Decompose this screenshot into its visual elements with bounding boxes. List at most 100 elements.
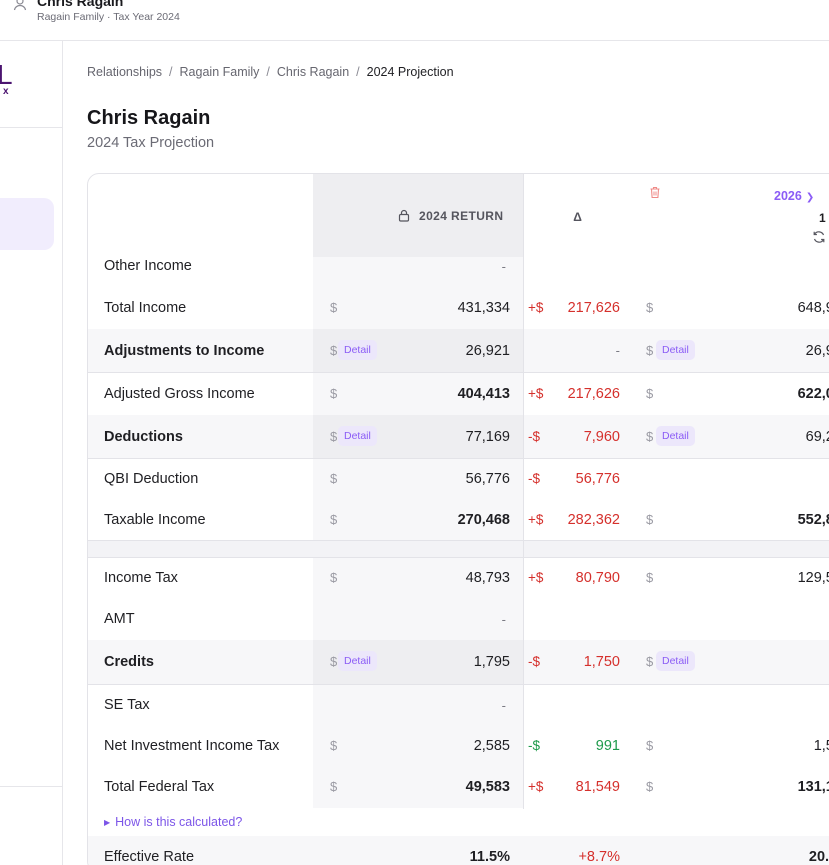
return-value: 431,334 xyxy=(457,300,510,316)
client-name: Chris Ragain xyxy=(37,0,124,9)
row-label: Income Tax xyxy=(104,570,178,586)
delta-value: +8.7% xyxy=(578,849,620,865)
table-row: SE Tax - - xyxy=(88,685,829,726)
chevron-down-icon: ❯ xyxy=(805,192,815,203)
currency-sign: $ xyxy=(646,738,654,753)
brand-logo[interactable]: L x xyxy=(0,59,13,101)
currency-sign: $ xyxy=(646,386,654,401)
breadcrumb: Relationships / Ragain Family / Chris Ragain… xyxy=(87,65,454,79)
table-row: Adjustments to Income $ Detail 26,921 - $ D… xyxy=(88,329,829,373)
breadcrumb-separator: / xyxy=(169,65,173,79)
trash-icon[interactable] xyxy=(649,186,661,199)
delta-value: 7,960 xyxy=(583,429,620,445)
table-row: Total Income $431,334 +$ 217,626 $648,960 xyxy=(88,286,829,329)
breadcrumb-client[interactable]: Chris Ragain xyxy=(276,65,350,79)
row-label: Deductions xyxy=(104,429,183,445)
caret-right-icon: ▶ xyxy=(104,818,111,827)
detail-button[interactable]: Detail xyxy=(656,426,695,446)
row-label: Total Federal Tax xyxy=(104,779,215,795)
client-subtitle: Ragain Family · Tax Year 2024 xyxy=(37,11,180,23)
row-label: Credits xyxy=(104,654,154,670)
projection-value: 129,583 xyxy=(797,570,829,586)
delta-value: 282,362 xyxy=(567,512,620,528)
delta-sign: -$ xyxy=(528,471,541,486)
detail-button[interactable]: Detail xyxy=(338,651,377,671)
detail-button[interactable]: Detail xyxy=(656,651,695,671)
breadcrumb-separator: / xyxy=(266,65,270,79)
column-divider xyxy=(523,174,524,809)
projection-table: 2024 RETURN Δ 2026❯ 1 Other Income - - T… xyxy=(87,173,829,865)
currency-sign: $ xyxy=(646,512,654,527)
breadcrumb-family[interactable]: Ragain Family xyxy=(179,65,260,79)
row-label: Other Income xyxy=(104,258,192,274)
delta-value: 217,626 xyxy=(567,386,620,402)
currency-sign: $ xyxy=(646,779,654,794)
how-calculated-link[interactable]: ▶ How is this calculated? xyxy=(104,815,242,829)
year-select[interactable]: 2026 ❯ xyxy=(774,189,814,203)
delta-sign: +$ xyxy=(528,386,544,401)
table-row: AMT - - xyxy=(88,599,829,640)
delta-value: 1,750 xyxy=(583,654,620,670)
row-label: SE Tax xyxy=(104,697,150,713)
breadcrumb-relationships[interactable]: Relationships xyxy=(87,65,163,79)
currency-sign: $ xyxy=(330,779,338,794)
currency-sign: $ xyxy=(646,654,654,669)
top-bar: Chris Ragain Ragain Family · Tax Year 20… xyxy=(0,0,829,41)
sidebar-divider xyxy=(0,786,62,787)
row-label: Total Income xyxy=(104,300,187,316)
delta-sign: +$ xyxy=(528,300,544,315)
delta-value: 217,626 xyxy=(567,300,620,316)
return-value: 2,585 xyxy=(473,738,510,754)
breadcrumb-current: 2024 Projection xyxy=(366,65,454,79)
table-row: Net Investment Income Tax $2,585 -$ 991 $… xyxy=(88,726,829,767)
currency-sign: $ xyxy=(330,300,338,315)
return-value: 49,583 xyxy=(465,779,510,795)
logo-sub: x xyxy=(3,86,9,97)
delta-sign: +$ xyxy=(528,512,544,527)
sidebar-item-active[interactable] xyxy=(0,198,54,250)
logo-letter: L xyxy=(0,59,13,90)
return-value: 270,468 xyxy=(457,512,510,528)
delta-sign: -$ xyxy=(528,738,541,753)
sidebar: L x xyxy=(0,41,63,865)
delta-sign: +$ xyxy=(528,779,544,794)
detail-button[interactable]: Detail xyxy=(338,426,377,446)
projection-value: 26,921 xyxy=(805,343,829,359)
return-value: 1,795 xyxy=(473,654,510,670)
projection-value: 20.2% xyxy=(808,849,829,865)
return-value: 77,169 xyxy=(465,429,510,445)
currency-sign: $ xyxy=(330,654,338,669)
table-row: Effective Rate 11.5% +8.7% 20.2% xyxy=(88,836,829,865)
row-label: AMT xyxy=(104,611,135,627)
delta-value: 991 xyxy=(595,738,620,754)
detail-button[interactable]: Detail xyxy=(656,340,695,360)
currency-sign: $ xyxy=(330,570,338,585)
return-value: - xyxy=(501,698,506,713)
lock-icon xyxy=(398,209,410,222)
currency-sign: $ xyxy=(646,343,654,358)
return-value: - xyxy=(501,259,506,274)
row-label: Adjustments to Income xyxy=(104,343,265,359)
delta-column-header: Δ xyxy=(573,210,582,224)
table-row: Taxable Income $270,468 +$ 282,362 $552,8… xyxy=(88,500,829,541)
projection-header-label: 1 xyxy=(819,211,826,225)
table-header: 2024 RETURN Δ 2026 ❯ 1 xyxy=(88,174,829,257)
table-row: QBI Deduction $56,776 -$56,776 - xyxy=(88,459,829,500)
table-row: Adjusted Gross Income $404,413 +$ 217,626… xyxy=(88,373,829,415)
currency-sign: $ xyxy=(646,429,654,444)
currency-sign: $ xyxy=(330,386,338,401)
detail-button[interactable]: Detail xyxy=(338,340,377,360)
delta-value: - xyxy=(615,343,620,358)
projection-value: 552,830 xyxy=(797,512,829,528)
breadcrumb-separator: / xyxy=(356,65,360,79)
currency-sign: $ xyxy=(646,570,654,585)
row-label: Effective Rate xyxy=(104,849,195,865)
currency-sign: $ xyxy=(330,471,338,486)
section-divider xyxy=(88,541,829,558)
refresh-icon[interactable] xyxy=(812,230,826,244)
delta-value: 80,790 xyxy=(575,570,620,586)
year-select-value: 2026 xyxy=(774,189,802,203)
table-row: Deductions $ Detail 77,169 -$ 7,960 $ Detail… xyxy=(88,415,829,459)
sidebar-divider xyxy=(0,127,62,128)
